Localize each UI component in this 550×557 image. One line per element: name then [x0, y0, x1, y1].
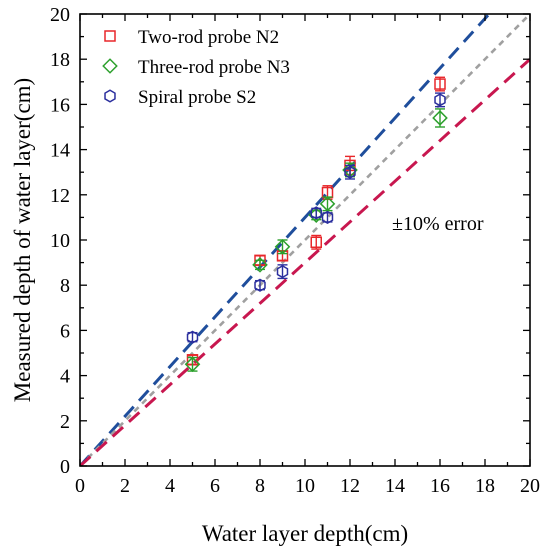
data-point-2-5: [319, 196, 336, 212]
diamond-legend-icon: [102, 58, 118, 74]
x-tick-label: 10: [295, 475, 315, 497]
data-point-3-3: [276, 264, 289, 280]
x-tick-label: 8: [255, 475, 265, 497]
diamond-marker: [432, 110, 448, 126]
data-points: [184, 76, 448, 373]
data-point-2-1: [184, 356, 201, 373]
hexagon-legend-icon: [104, 89, 116, 103]
square-marker: [434, 78, 446, 90]
data-point-2-7: [432, 108, 448, 128]
hexagon-marker: [321, 210, 334, 225]
data-point-1-4: [310, 234, 322, 250]
y-tick-label: 10: [50, 230, 70, 252]
hexagon-marker: [254, 278, 266, 292]
y-tick-label: 20: [50, 4, 70, 26]
diamond-marker: [252, 257, 268, 273]
y-tick-label: 4: [60, 366, 70, 388]
data-point-3-1: [186, 330, 199, 344]
hexagon-marker: [186, 330, 199, 344]
reference-line-3: [80, 58, 530, 466]
diamond-marker: [274, 238, 291, 255]
error-annotation: ±10% error: [392, 213, 484, 235]
x-tick-label: 4: [165, 475, 175, 497]
data-point-3-2: [254, 278, 266, 292]
x-tick-label: 0: [75, 475, 85, 497]
y-tick-label: 8: [60, 275, 70, 297]
legend-item-2: Three-rod probe N3: [102, 57, 290, 78]
legend-label: Two-rod probe N2: [138, 27, 279, 48]
diamond-marker: [319, 196, 336, 212]
y-tick-label: 14: [50, 140, 70, 162]
hexagon-marker: [344, 165, 356, 179]
y-tick-label: 18: [50, 49, 70, 71]
legend: Two-rod probe N2 Three-rod probe N3 Spiral…: [102, 27, 290, 108]
x-tick-label: 2: [120, 475, 130, 497]
reference-lines: [80, 14, 530, 466]
x-tick-label: 12: [340, 475, 360, 497]
y-tick-label: 12: [50, 185, 70, 207]
data-point-3-5: [321, 210, 334, 225]
axis-ticks: 0 2 4 6 8 10 12 14 16 18 20 0 2 4 6 8 10 12 14 16 18 20: [50, 4, 540, 497]
hexagon-marker: [310, 206, 322, 220]
diamond-marker: [184, 356, 201, 373]
data-point-3-6: [344, 164, 356, 180]
x-axis-title: Water layer depth(cm): [202, 521, 408, 546]
reference-line-2: [80, 14, 530, 466]
data-point-3-7: [434, 92, 446, 108]
square-legend-icon: [104, 30, 116, 42]
legend-item-1: Two-rod probe N2: [104, 27, 279, 48]
data-point-2-2: [252, 257, 268, 273]
x-tick-label: 20: [520, 475, 540, 497]
hexagon-marker: [276, 265, 289, 279]
y-tick-label: 6: [60, 320, 70, 342]
x-tick-label: 6: [210, 475, 220, 497]
y-tick-label: 0: [60, 456, 70, 478]
hexagon-marker: [434, 93, 446, 107]
data-point-1-7: [434, 76, 446, 92]
data-point-3-4: [310, 206, 322, 220]
x-tick-label: 14: [385, 475, 405, 497]
y-tick-label: 16: [50, 94, 70, 116]
legend-label: Three-rod probe N3: [138, 57, 290, 78]
square-marker: [310, 236, 322, 249]
x-tick-label: 18: [475, 475, 495, 497]
legend-item-3: Spiral probe S2: [104, 87, 256, 108]
y-tick-label: 2: [60, 411, 70, 433]
x-tick-label: 16: [430, 475, 450, 497]
reference-line-1: [80, 14, 491, 466]
data-point-2-3: [274, 238, 291, 255]
y-axis-title: Measured depth of water layer(cm): [10, 78, 35, 402]
legend-label: Spiral probe S2: [138, 87, 256, 108]
